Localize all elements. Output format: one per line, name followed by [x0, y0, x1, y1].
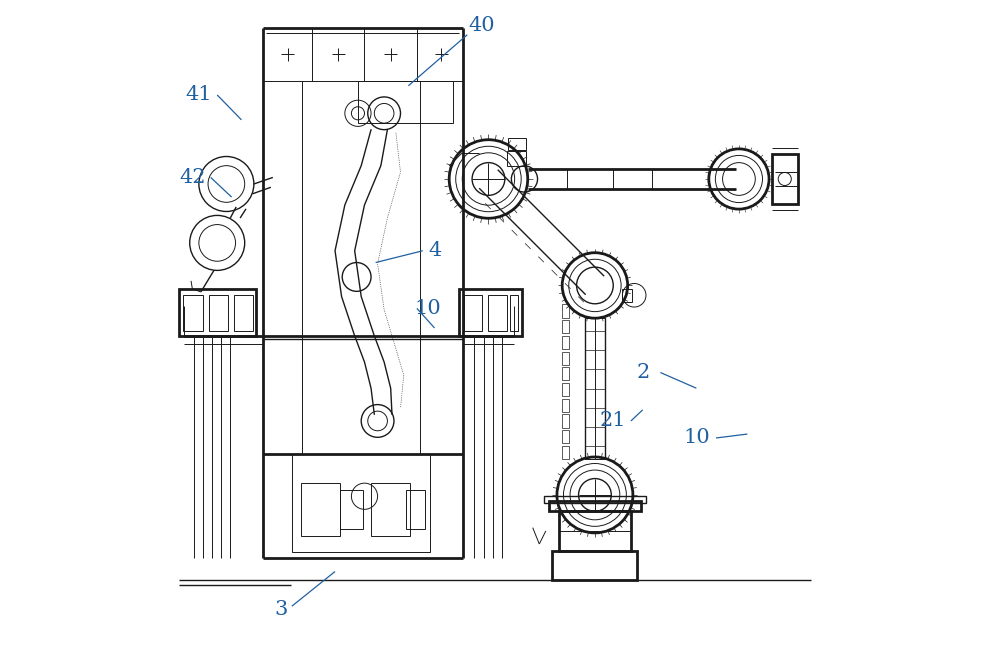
Bar [301, 483, 340, 535]
Bar [464, 295, 482, 331]
Bar [562, 415, 569, 428]
Bar [562, 304, 569, 318]
Text: 21: 21 [599, 411, 626, 430]
Bar [508, 138, 526, 150]
Text: 10: 10 [683, 428, 710, 447]
Bar [488, 295, 507, 331]
Bar [234, 295, 253, 331]
Bar [562, 383, 569, 396]
Bar [772, 154, 798, 204]
Bar [562, 446, 569, 459]
Bar [510, 295, 518, 331]
Text: 4: 4 [428, 241, 441, 260]
Bar [552, 550, 637, 580]
Text: 2: 2 [636, 363, 649, 382]
Bar [549, 501, 641, 511]
Text: 40: 40 [468, 16, 495, 35]
Bar [585, 318, 605, 459]
Bar [183, 295, 203, 331]
Bar [562, 399, 569, 412]
Bar [562, 367, 569, 380]
Bar [406, 489, 425, 529]
Text: 10: 10 [415, 299, 441, 318]
Bar [562, 352, 569, 365]
Bar [209, 295, 228, 331]
Bar [358, 81, 453, 123]
Bar [292, 454, 430, 552]
Text: 41: 41 [186, 85, 212, 104]
Bar [622, 289, 632, 302]
Bar [179, 289, 256, 336]
Bar [562, 320, 569, 333]
Bar [562, 336, 569, 349]
Text: 42: 42 [179, 168, 206, 187]
Bar [371, 483, 410, 535]
Bar [562, 430, 569, 443]
Bar [459, 289, 522, 336]
Text: 3: 3 [274, 600, 287, 619]
Bar [340, 489, 363, 529]
Bar [559, 511, 631, 550]
Bar [544, 496, 646, 502]
Bar [507, 152, 526, 166]
